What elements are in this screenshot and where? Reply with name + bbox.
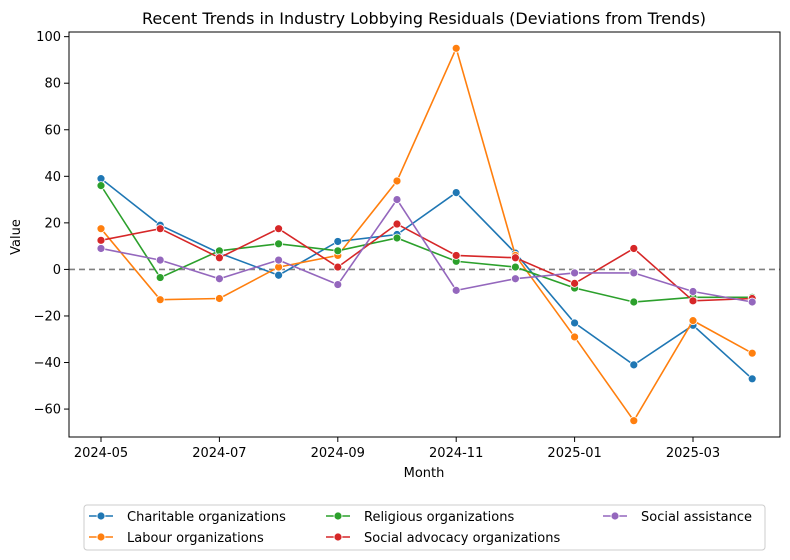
data-point [629, 416, 639, 426]
data-point [392, 219, 402, 229]
data-point [96, 224, 106, 234]
legend-label: Labour organizations [127, 531, 264, 546]
legend-marker [96, 532, 106, 542]
data-point [688, 287, 698, 296]
y-tick-label: 0 [53, 263, 61, 278]
data-point [511, 253, 520, 263]
axes-frame [68, 31, 781, 438]
y-tick-label: −60 [34, 403, 61, 418]
data-point [333, 262, 343, 272]
legend: Charitable organizations Labour organizat… [83, 504, 766, 551]
series-line [100, 178, 753, 380]
legend-box [83, 504, 766, 551]
y-tick-label: 40 [44, 170, 61, 185]
data-point [570, 318, 579, 328]
data-point [96, 235, 106, 245]
data-point [333, 280, 343, 289]
data-point [570, 268, 579, 278]
data-point [747, 374, 757, 384]
series-line [100, 198, 753, 303]
data-point [511, 262, 520, 272]
data-point [392, 176, 402, 186]
data-point [274, 224, 284, 234]
data-point [688, 296, 698, 306]
chart-title: Recent Trends in Industry Lobbying Resid… [142, 9, 706, 28]
y-tick-label: 20 [44, 216, 61, 231]
data-point [96, 244, 106, 253]
data-point [214, 294, 224, 303]
y-tick-label: −40 [34, 356, 61, 371]
data-point [629, 244, 639, 253]
data-point [155, 255, 165, 265]
data-point [451, 188, 461, 198]
plot-area: −60 −40 −20 0 20 40 60 80 100 2024-05 2024-07 2024-… [34, 30, 781, 461]
y-tick-label: 80 [44, 77, 61, 92]
data-point [274, 255, 284, 265]
data-point [451, 285, 461, 295]
data-point [155, 295, 165, 305]
data-point [629, 297, 639, 307]
data-point [747, 348, 757, 358]
data-point [274, 270, 284, 280]
data-point [96, 181, 106, 191]
legend-marker [333, 532, 343, 542]
data-point [392, 195, 402, 204]
data-point [155, 273, 165, 282]
data-point [274, 239, 284, 249]
data-point [451, 251, 461, 260]
data-point [392, 233, 402, 243]
data-point [214, 274, 224, 284]
data-point [451, 43, 461, 53]
y-tick-label: 60 [44, 123, 61, 138]
data-point [747, 297, 757, 307]
legend-label: Social advocacy organizations [364, 531, 560, 546]
x-tick-label: 2025-03 [666, 446, 720, 461]
data-point [688, 316, 698, 326]
legend-marker [96, 511, 106, 521]
x-tick-label: 2024-07 [192, 446, 246, 461]
data-point [629, 360, 639, 370]
legend-label: Religious organizations [364, 510, 514, 525]
x-tick-label: 2024-11 [429, 446, 483, 461]
legend-label: Charitable organizations [127, 510, 286, 525]
data-point [214, 253, 224, 263]
data-point [155, 224, 165, 234]
y-tick-label: 100 [36, 30, 61, 45]
legend-marker [333, 511, 343, 521]
data-point [570, 278, 579, 288]
series-line [100, 185, 753, 303]
y-tick-label: −20 [34, 309, 61, 324]
legend-marker [610, 511, 620, 521]
series-line [100, 45, 753, 423]
legend-label: Social assistance [641, 510, 752, 525]
x-tick-label: 2025-01 [547, 446, 601, 461]
data-point [570, 332, 579, 342]
data-point [511, 274, 520, 284]
x-tick-label: 2024-09 [311, 446, 365, 461]
data-point [333, 237, 343, 246]
x-tick-label: 2024-05 [74, 446, 128, 461]
y-axis-label: Value [9, 219, 24, 255]
x-axis-label: Month [404, 466, 445, 481]
series-line [100, 223, 753, 302]
data-point [629, 268, 639, 278]
data-point [333, 246, 343, 256]
